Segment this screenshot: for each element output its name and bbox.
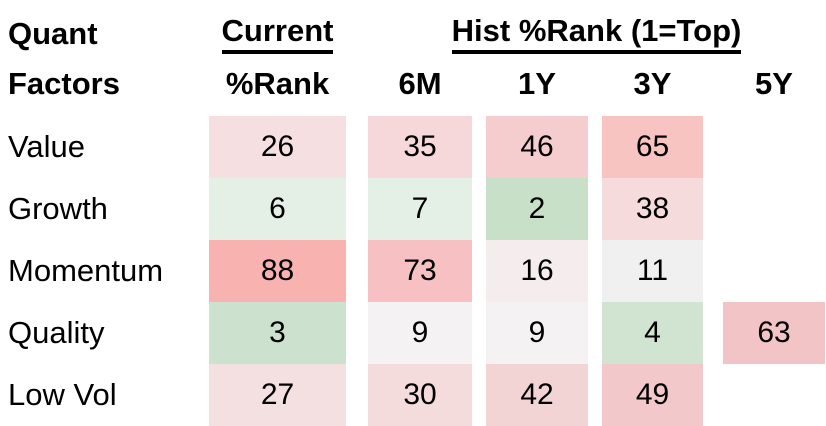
heatmap-cell: 9: [368, 302, 472, 364]
column-group-current: Current: [209, 13, 346, 54]
heatmap-cell: 88: [209, 240, 346, 302]
column-group-current-label: Current: [221, 13, 334, 54]
heatmap-cell: 35: [368, 116, 472, 178]
heatmap-cell: 2: [486, 178, 588, 240]
heatmap-cell: 3: [209, 302, 346, 364]
heatmap-cell: 26: [209, 116, 346, 178]
heatmap-cell: 4: [602, 302, 703, 364]
heatmap-cell: 7: [368, 178, 472, 240]
heatmap-cell: 30: [368, 364, 472, 426]
heatmap-cell-empty: [723, 240, 825, 302]
row-label-low-vol: Low Vol: [8, 377, 117, 412]
heatmap-cell: 9: [486, 302, 588, 364]
row-label-momentum: Momentum: [8, 253, 164, 288]
heatmap-cell: 38: [602, 178, 703, 240]
heatmap-cell: 16: [486, 240, 588, 302]
column-header-percent-rank: %Rank: [225, 66, 330, 101]
heatmap-cell: 27: [209, 364, 346, 426]
column-header-6m: 6M: [398, 66, 442, 101]
heatmap-cell-empty: [723, 364, 825, 426]
column-group-hist-label: Hist %Rank (1=Top): [451, 13, 742, 54]
heatmap-cell: 11: [602, 240, 703, 302]
heatmap-cell: 49: [602, 364, 703, 426]
heatmap-cell-empty: [723, 178, 825, 240]
row-label-quality: Quality: [8, 315, 105, 350]
heatmap-cell: 6: [209, 178, 346, 240]
heatmap-cell: 42: [486, 364, 588, 426]
row-label-growth: Growth: [8, 191, 108, 226]
column-header-3y: 3Y: [633, 66, 672, 101]
heatmap-cell: 65: [602, 116, 703, 178]
heatmap-cell: 63: [723, 302, 825, 364]
row-label-value: Value: [8, 129, 85, 164]
heatmap-cell-empty: [723, 116, 825, 178]
column-group-hist: Hist %Rank (1=Top): [368, 13, 825, 54]
heatmap-cell: 73: [368, 240, 472, 302]
row-group-title-line2: Factors: [8, 66, 120, 101]
column-header-1y: 1Y: [518, 66, 556, 101]
column-header-5y: 5Y: [755, 66, 793, 101]
heatmap-cell: 46: [486, 116, 588, 178]
row-group-title-line1: Quant: [8, 16, 98, 51]
